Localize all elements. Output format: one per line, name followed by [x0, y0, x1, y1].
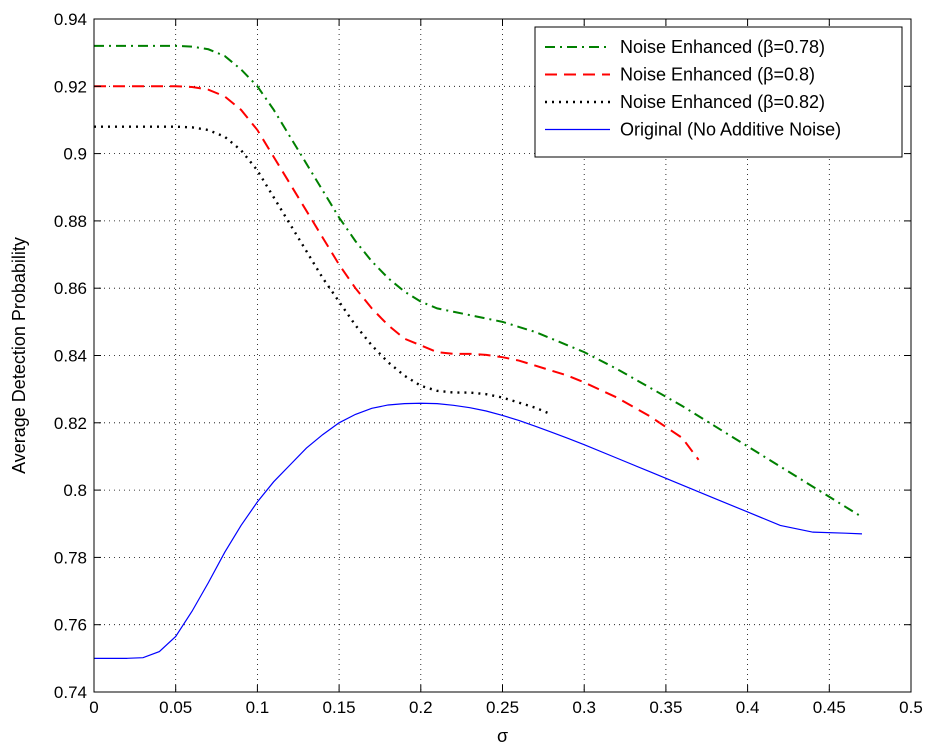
y-tick-label: 0.92: [54, 77, 87, 96]
y-tick-label: 0.8: [63, 481, 87, 500]
legend-label: Noise Enhanced (β=0.82): [620, 92, 825, 112]
y-tick-label: 0.84: [54, 347, 87, 366]
x-tick-label: 0.5: [899, 698, 923, 717]
legend-label: Noise Enhanced (β=0.8): [620, 65, 815, 85]
x-tick-label: 0: [89, 698, 98, 717]
series-layer: [94, 44, 863, 659]
ticks: 0 0.05 0.1 0.15 0.2 0.25 0.3 0.35 0.4 0.45 0.5 0.74…: [54, 10, 923, 717]
series-line-2: [94, 85, 700, 461]
legend: Noise Enhanced (β=0.78) Noise Enhanced (β…: [534, 26, 903, 158]
x-tick-label: 0.3: [572, 698, 596, 717]
x-tick-label: 0.05: [159, 698, 192, 717]
x-tick-label: 0.35: [649, 698, 682, 717]
y-tick-label: 0.86: [54, 279, 87, 298]
x-tick-label: 0.1: [246, 698, 270, 717]
series-line-4: [94, 402, 863, 659]
series-line-1: [94, 44, 863, 518]
y-tick-label: 0.88: [54, 212, 87, 231]
x-tick-label: 0.45: [813, 698, 846, 717]
x-axis-label: σ: [497, 726, 508, 746]
y-tick-label: 0.9: [63, 145, 87, 164]
x-tick-label: 0.4: [736, 698, 760, 717]
x-tick-label: 0.15: [323, 698, 356, 717]
legend-label: Noise Enhanced (β=0.78): [620, 37, 825, 57]
legend-label: Original (No Additive Noise): [620, 120, 841, 140]
legend-box: [534, 26, 903, 158]
y-tick-label: 0.76: [54, 616, 87, 635]
y-tick-label: 0.78: [54, 548, 87, 567]
x-tick-label: 0.2: [409, 698, 433, 717]
y-tick-label: 0.74: [54, 683, 87, 702]
x-tick-label: 0.25: [486, 698, 519, 717]
y-axis-label: Average Detection Probability: [9, 237, 29, 474]
y-tick-label: 0.94: [54, 10, 87, 29]
y-tick-label: 0.82: [54, 414, 87, 433]
